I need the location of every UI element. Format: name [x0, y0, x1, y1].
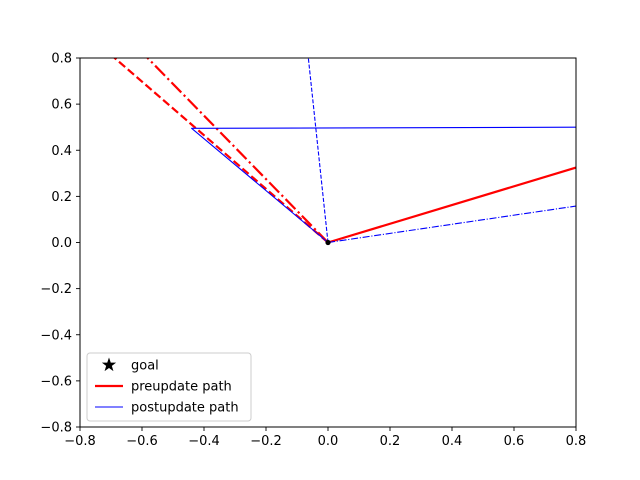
x-tick-label: −0.6 — [126, 434, 158, 449]
star-icon — [101, 357, 117, 372]
x-tick-label: −0.8 — [64, 434, 96, 449]
y-tick-label: 0.0 — [51, 236, 72, 251]
legend-box — [86, 352, 252, 422]
series-line-preupdate-dashdot — [146, 58, 329, 244]
legend-label: postupdate path — [131, 401, 239, 416]
goal-layer — [325, 239, 331, 246]
series-layer — [112, 58, 576, 244]
series-line-postupdate-solid — [191, 126, 576, 243]
legend-label: preupdate path — [131, 380, 232, 395]
y-tick-label: 0.2 — [51, 190, 72, 205]
y-axis: −0.8 −0.6 −0.4 −0.2 0.0 0.2 0.4 0.6 0.8 — [40, 52, 80, 436]
y-tick-label: −0.2 — [40, 282, 72, 297]
x-tick-label: 0.2 — [380, 434, 401, 449]
y-tick-label: −0.4 — [40, 328, 72, 343]
x-tick-label: 0.0 — [318, 434, 339, 449]
x-tick-label: −0.2 — [250, 434, 282, 449]
y-tick-label: −0.6 — [40, 374, 72, 389]
y-tick-label: 0.4 — [51, 144, 72, 159]
y-tick-label: 0.8 — [51, 52, 72, 67]
series-line-preupdate-solid — [327, 166, 576, 244]
y-tick-label: −0.8 — [40, 421, 72, 436]
x-tick-label: 0.6 — [504, 434, 525, 449]
series-line-preupdate-dashed — [112, 58, 329, 244]
x-tick-label: 0.4 — [442, 434, 463, 449]
series-line-postupdate-dashdot — [327, 205, 576, 244]
series-line-postupdate-dashed — [307, 58, 329, 243]
x-tick-label: 0.8 — [566, 434, 587, 449]
x-axis: −0.8 −0.6 −0.4 −0.2 0.0 0.2 0.4 0.6 0.8 — [64, 427, 586, 449]
legend: goal preupdate path postupdate path — [86, 352, 252, 422]
goal-point — [325, 239, 331, 246]
x-tick-label: −0.4 — [188, 434, 220, 449]
y-tick-label: 0.6 — [51, 98, 72, 113]
legend-label: goal — [131, 359, 159, 374]
